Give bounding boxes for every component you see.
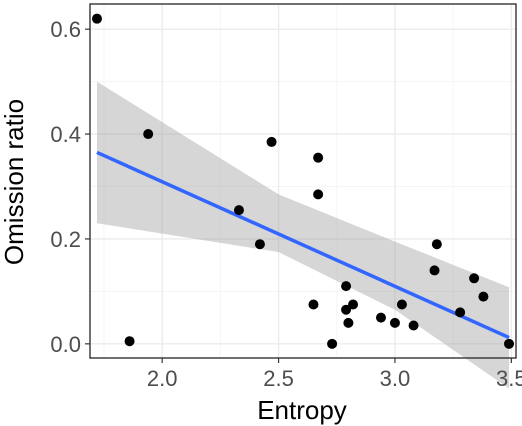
x-tick-label: 2.5 bbox=[263, 366, 294, 391]
data-point bbox=[348, 299, 359, 310]
data-point bbox=[469, 273, 480, 284]
data-point bbox=[327, 338, 338, 349]
data-point bbox=[429, 265, 440, 276]
y-tick-label: 0.6 bbox=[50, 17, 81, 42]
data-point bbox=[254, 239, 265, 250]
regression-line bbox=[96, 150, 510, 340]
x-tick-label: 2.0 bbox=[147, 366, 178, 391]
data-point bbox=[91, 13, 102, 24]
data-point bbox=[341, 304, 352, 315]
y-axis-title: Omission ratio bbox=[0, 99, 29, 265]
data-point bbox=[431, 239, 442, 250]
y-tick-label: 0.0 bbox=[50, 332, 81, 357]
data-point bbox=[478, 291, 489, 302]
data-point bbox=[389, 317, 400, 328]
data-point bbox=[341, 281, 352, 292]
grid-lines bbox=[90, 4, 516, 358]
regression-line-layer bbox=[96, 150, 510, 340]
data-point bbox=[308, 299, 319, 310]
y-tick-labels: 0.0 0.2 0.4 0.6 bbox=[50, 17, 81, 357]
x-tick-label: 3.0 bbox=[380, 366, 411, 391]
y-tick-label: 0.2 bbox=[50, 227, 81, 252]
axis-ticks bbox=[85, 28, 512, 363]
data-point bbox=[504, 338, 515, 349]
data-point bbox=[396, 299, 407, 310]
data-point bbox=[343, 317, 354, 328]
x-axis-title: Entropy bbox=[257, 395, 347, 425]
x-tick-labels: 2.0 2.5 3.0 3.5 bbox=[147, 366, 522, 391]
data-point bbox=[143, 129, 154, 140]
data-point bbox=[233, 205, 244, 216]
y-tick-label: 0.4 bbox=[50, 122, 81, 147]
data-point bbox=[266, 136, 277, 147]
panel-border bbox=[89, 3, 517, 359]
data-point bbox=[313, 152, 324, 163]
confidence-band-layer bbox=[96, 81, 510, 389]
x-tick-label: 3.5 bbox=[496, 366, 522, 391]
confidence-band bbox=[96, 81, 510, 389]
data-point bbox=[124, 336, 135, 347]
data-point bbox=[375, 312, 386, 323]
data-point bbox=[313, 189, 324, 200]
data-point bbox=[455, 307, 466, 318]
data-point bbox=[408, 320, 419, 331]
data-points bbox=[91, 13, 515, 349]
